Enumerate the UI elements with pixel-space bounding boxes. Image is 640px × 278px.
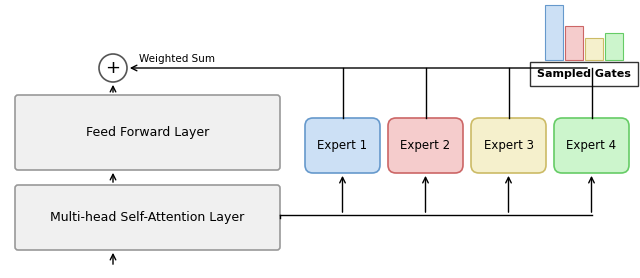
Bar (605, 33, 623, 60)
Bar (585, 38, 603, 60)
Text: Expert 2: Expert 2 (401, 139, 451, 152)
Text: Multi-head Self-Attention Layer: Multi-head Self-Attention Layer (51, 211, 244, 224)
Text: Expert 3: Expert 3 (483, 139, 534, 152)
Text: +: + (106, 59, 120, 77)
FancyBboxPatch shape (15, 95, 280, 170)
FancyBboxPatch shape (15, 185, 280, 250)
FancyBboxPatch shape (305, 118, 380, 173)
FancyBboxPatch shape (554, 118, 629, 173)
Bar (530, 62, 638, 86)
Circle shape (99, 54, 127, 82)
FancyBboxPatch shape (471, 118, 546, 173)
Bar (565, 26, 583, 60)
Text: Feed Forward Layer: Feed Forward Layer (86, 126, 209, 139)
FancyBboxPatch shape (388, 118, 463, 173)
Bar (545, 5, 563, 60)
Text: Weighted Sum: Weighted Sum (139, 54, 215, 64)
Text: Sampled Gates: Sampled Gates (537, 69, 631, 79)
Text: Expert 1: Expert 1 (317, 139, 367, 152)
Text: Expert 4: Expert 4 (566, 139, 616, 152)
